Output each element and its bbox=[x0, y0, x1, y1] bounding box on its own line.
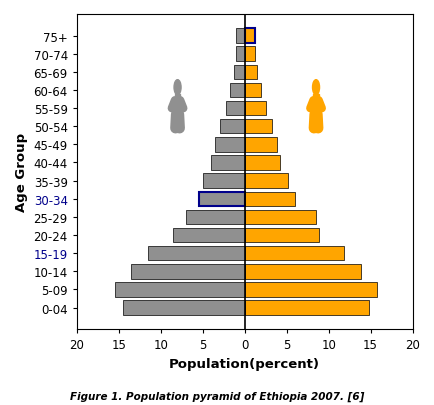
Bar bbox=[244, 66, 256, 80]
Bar bbox=[244, 102, 265, 116]
Circle shape bbox=[174, 81, 181, 96]
Bar bbox=[244, 83, 261, 98]
Bar bbox=[114, 282, 244, 297]
Bar bbox=[210, 156, 244, 171]
Bar bbox=[244, 301, 368, 315]
Bar bbox=[236, 29, 244, 44]
Bar bbox=[229, 83, 244, 98]
Bar bbox=[148, 246, 244, 261]
Bar bbox=[215, 138, 244, 152]
Bar bbox=[244, 210, 316, 225]
Bar bbox=[174, 95, 180, 115]
Bar bbox=[244, 120, 271, 134]
Bar bbox=[123, 301, 244, 315]
Bar bbox=[244, 246, 343, 261]
Circle shape bbox=[312, 81, 319, 96]
Bar bbox=[173, 228, 244, 243]
Bar bbox=[244, 29, 254, 44]
Bar bbox=[244, 192, 294, 207]
Bar bbox=[236, 47, 244, 62]
Bar bbox=[226, 102, 244, 116]
Bar bbox=[244, 228, 318, 243]
Bar bbox=[198, 192, 244, 207]
Bar bbox=[131, 264, 244, 279]
Text: Figure 1. Population pyramid of Ethiopia 2007. [6]: Figure 1. Population pyramid of Ethiopia… bbox=[70, 391, 364, 401]
Bar bbox=[244, 156, 279, 171]
Bar bbox=[202, 174, 244, 188]
Bar bbox=[244, 282, 376, 297]
Bar bbox=[244, 138, 276, 152]
Y-axis label: Age Group: Age Group bbox=[15, 133, 28, 211]
Bar bbox=[244, 174, 288, 188]
Bar bbox=[185, 210, 244, 225]
Bar bbox=[244, 264, 360, 279]
X-axis label: Population(percent): Population(percent) bbox=[169, 357, 319, 370]
Bar bbox=[219, 120, 244, 134]
Bar bbox=[244, 47, 254, 62]
Bar bbox=[233, 66, 244, 80]
Bar bbox=[313, 95, 318, 115]
